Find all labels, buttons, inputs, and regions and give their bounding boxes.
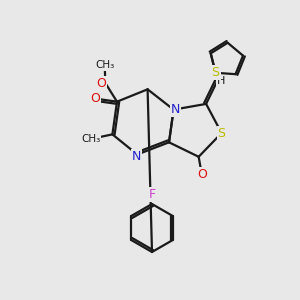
Text: F: F xyxy=(148,188,156,200)
Text: H: H xyxy=(217,76,226,85)
Text: CH₃: CH₃ xyxy=(95,60,114,70)
Text: O: O xyxy=(90,92,100,105)
Text: O: O xyxy=(96,76,106,89)
Text: N: N xyxy=(132,150,141,163)
Text: S: S xyxy=(212,66,220,79)
Text: O: O xyxy=(197,168,207,181)
Text: S: S xyxy=(218,127,226,140)
Text: N: N xyxy=(171,103,180,116)
Text: CH₃: CH₃ xyxy=(81,134,101,144)
